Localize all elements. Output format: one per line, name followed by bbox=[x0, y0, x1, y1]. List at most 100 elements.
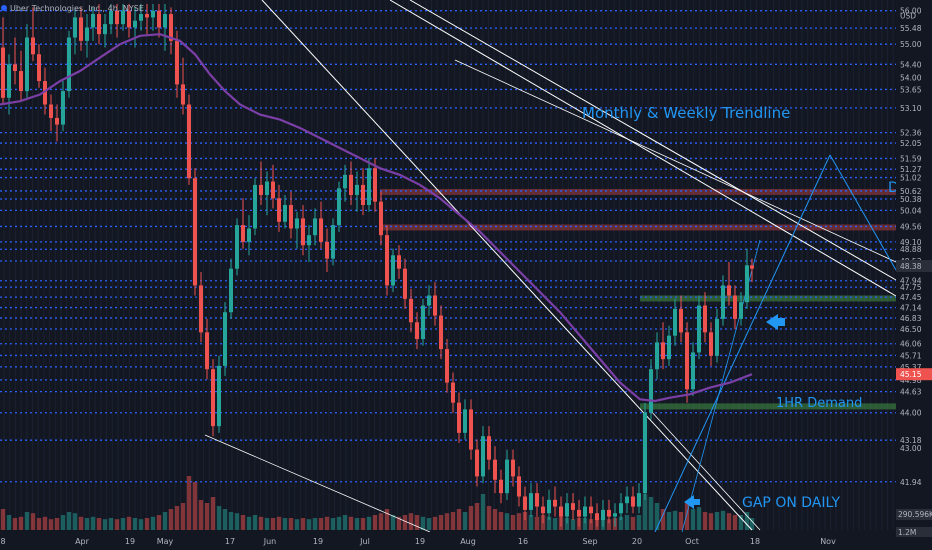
date-tick-label: 18 bbox=[750, 537, 760, 546]
volume-bar bbox=[726, 513, 732, 530]
candle-body bbox=[283, 205, 287, 222]
volume-bar bbox=[384, 509, 390, 530]
volume-bar bbox=[438, 515, 444, 530]
volume-bar bbox=[48, 519, 54, 530]
candle-body bbox=[325, 241, 329, 259]
date-tick-label: 8 bbox=[0, 537, 5, 546]
trendline-descending[interactable] bbox=[261, 0, 753, 531]
vertical-grid bbox=[3, 0, 894, 530]
trendline-upper-3[interactable] bbox=[454, 59, 897, 263]
candle-body bbox=[673, 308, 677, 336]
candle-body bbox=[175, 40, 179, 85]
candles bbox=[1, 4, 754, 527]
candle-body bbox=[709, 332, 713, 356]
demand-zone-middle bbox=[640, 295, 896, 302]
candle-body bbox=[361, 184, 365, 206]
trendline-upper-2[interactable] bbox=[409, 0, 897, 281]
volume-bar bbox=[288, 518, 294, 530]
volume-bar bbox=[126, 516, 132, 530]
candle-body bbox=[193, 178, 197, 286]
volume-bar bbox=[420, 516, 426, 530]
candle-body bbox=[265, 181, 269, 195]
candle-body bbox=[703, 305, 707, 333]
date-tick-label: Nov bbox=[820, 537, 836, 546]
candle-body bbox=[181, 84, 185, 105]
candle-body bbox=[553, 499, 557, 507]
ma-price-badge bbox=[896, 368, 932, 381]
price-tick-label: 53.10 bbox=[900, 104, 922, 113]
volume-bar bbox=[108, 518, 114, 530]
candle-body bbox=[55, 117, 59, 125]
candle-body bbox=[301, 218, 305, 246]
annotation-d: D bbox=[888, 180, 899, 196]
date-axis[interactable]: 8 Apr 19 May 17 Jun 19 Jul 19 Aug 16 Sep 20 Oct 18 Nov bbox=[0, 532, 896, 550]
price-tick-label: 52.05 bbox=[900, 139, 922, 148]
volume-bar bbox=[306, 519, 312, 530]
volume-bar bbox=[132, 518, 138, 530]
volume-bar bbox=[0, 509, 6, 530]
annotation-gap: GAP ON DAILY bbox=[742, 495, 840, 511]
candle-body bbox=[625, 496, 629, 504]
trendline-bottom-short[interactable] bbox=[649, 409, 761, 531]
candle-body bbox=[31, 37, 35, 55]
volume-bar bbox=[564, 518, 570, 530]
trendline-lower[interactable] bbox=[204, 434, 431, 533]
candle-body bbox=[649, 369, 653, 413]
volume-bar bbox=[630, 516, 636, 530]
price-tick-label: 54.40 bbox=[900, 60, 922, 69]
candle-body bbox=[43, 81, 47, 105]
volume-bar bbox=[504, 513, 510, 530]
candle-body bbox=[259, 184, 263, 195]
volume-bar bbox=[468, 506, 474, 530]
volume-bar bbox=[672, 510, 678, 530]
volume-bar bbox=[24, 512, 30, 530]
candle-body bbox=[427, 295, 431, 306]
trendline-upper-1[interactable] bbox=[389, 0, 897, 297]
volume-bar bbox=[114, 519, 120, 530]
price-tick-label: 56.00 bbox=[900, 7, 922, 16]
trendlines[interactable] bbox=[204, 0, 897, 533]
candle-body bbox=[511, 459, 515, 477]
price-tick-label: 46.50 bbox=[900, 325, 922, 334]
volume-bar bbox=[648, 497, 654, 530]
price-tick-label: 51.59 bbox=[900, 154, 922, 163]
moving-average-line bbox=[0, 33, 753, 403]
annotations: Monthly & Weekly Trendline 1HR Demand GA… bbox=[582, 104, 899, 511]
price-tick-label: 50.62 bbox=[900, 187, 922, 196]
candle-body bbox=[217, 365, 221, 427]
projection-line-falling[interactable] bbox=[829, 154, 897, 271]
candle-body bbox=[61, 91, 65, 125]
volume-bar bbox=[432, 516, 438, 530]
volume-bar bbox=[462, 512, 468, 530]
price-tick-label: 46.06 bbox=[900, 340, 922, 349]
price-axis[interactable]: 56.00 55.48 55.00 54.40 53.65 53.10 52.3652.05… bbox=[896, 0, 932, 550]
volume-bar bbox=[450, 512, 456, 530]
date-tick-label: 19 bbox=[415, 537, 425, 546]
candle-body bbox=[559, 506, 563, 517]
candle-body bbox=[475, 449, 479, 477]
candle-body bbox=[229, 268, 233, 313]
candle-body bbox=[655, 342, 659, 370]
volume-bar bbox=[366, 516, 372, 530]
volume-value: 290.596K bbox=[898, 510, 932, 519]
candle-body bbox=[127, 10, 131, 28]
candle-body bbox=[463, 409, 467, 433]
projection-line-rising[interactable] bbox=[654, 154, 831, 533]
supply-zone-upper bbox=[380, 188, 896, 195]
price-axis-background bbox=[896, 0, 932, 550]
volume-bar bbox=[354, 518, 360, 530]
volume-bar bbox=[426, 518, 432, 530]
volume-bar bbox=[72, 513, 78, 530]
volume-bar bbox=[294, 519, 300, 530]
volume-bar bbox=[456, 509, 462, 530]
price-tick-label: 48.88 bbox=[900, 245, 922, 254]
candle-body bbox=[439, 315, 443, 350]
volume-bar bbox=[522, 512, 528, 530]
candle-body bbox=[541, 506, 545, 514]
volume-bar bbox=[390, 515, 396, 530]
candle-body bbox=[619, 503, 623, 514]
volume-bar bbox=[246, 516, 252, 530]
volume-bar bbox=[666, 512, 672, 530]
price-tick-label: 44.63 bbox=[900, 388, 922, 397]
